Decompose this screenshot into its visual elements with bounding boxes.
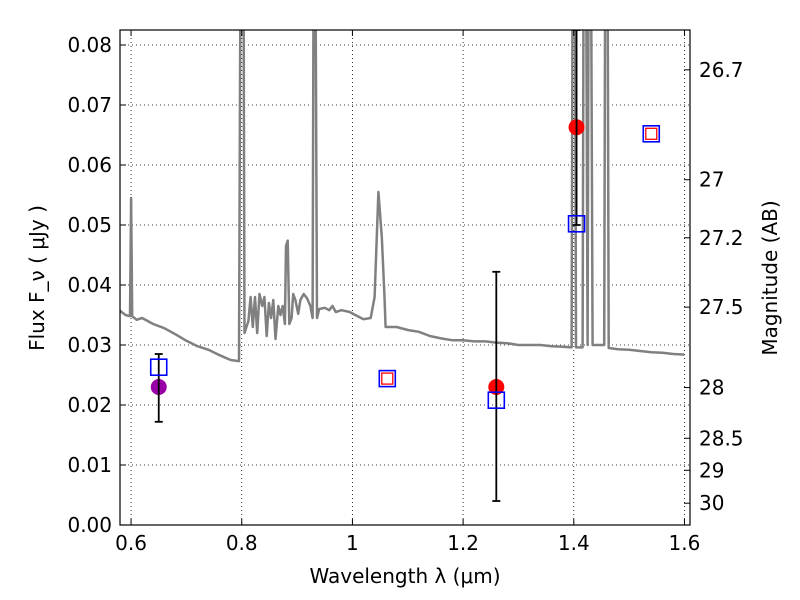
right-tick-label: 30 <box>699 491 724 515</box>
y-tick-label: 0.08 <box>67 33 112 57</box>
right-tick-label: 26.7 <box>699 58 744 82</box>
right-tick-label: 27.2 <box>699 226 744 250</box>
axis-ticks: 0.6 0.8 1 1.2 1.4 1.6 0.00 0.01 0.02 0.03 0.04 0.05… <box>67 30 744 555</box>
x-tick-label: 1.2 <box>447 531 479 555</box>
x-tick-label: 1.4 <box>558 531 590 555</box>
right-tick-label: 27.5 <box>699 295 744 319</box>
x-tick-label: 0.8 <box>226 531 258 555</box>
y-axis-title: Flux F_ν ( μJy ) <box>25 205 49 351</box>
right-tick-label: 28 <box>699 376 724 400</box>
model-photometry-square <box>487 391 506 410</box>
model-photometry-square <box>378 369 397 388</box>
x-tick-label: 1.6 <box>669 531 701 555</box>
x-tick-label: 1 <box>346 531 359 555</box>
right-axis-title: Magnitude (AB) <box>758 200 782 355</box>
x-axis-title: Wavelength λ (μm) <box>309 564 500 588</box>
model-photometry-square <box>149 358 168 377</box>
y-tick-label: 0.07 <box>67 93 112 117</box>
model-spectrum-line <box>120 30 685 363</box>
y-tick-label: 0.00 <box>67 513 112 537</box>
x-tick-label: 0.6 <box>115 531 147 555</box>
model-photometry-square <box>567 215 586 233</box>
y-tick-label: 0.06 <box>67 153 112 177</box>
y-tick-label: 0.01 <box>67 453 112 477</box>
y-tick-label: 0.05 <box>67 213 112 237</box>
plot-frame <box>119 29 691 526</box>
plot-area <box>120 30 685 502</box>
right-tick-label: 29 <box>699 458 724 482</box>
y-tick-label: 0.04 <box>67 273 112 297</box>
right-tick-label: 27 <box>699 168 724 192</box>
y-tick-label: 0.02 <box>67 393 112 417</box>
right-tick-label: 28.5 <box>699 426 744 450</box>
model-photometry-inner-square <box>645 127 658 140</box>
y-tick-label: 0.03 <box>67 333 112 357</box>
model-photometry-inner-square <box>381 372 394 385</box>
model-photometry-square <box>642 125 661 143</box>
